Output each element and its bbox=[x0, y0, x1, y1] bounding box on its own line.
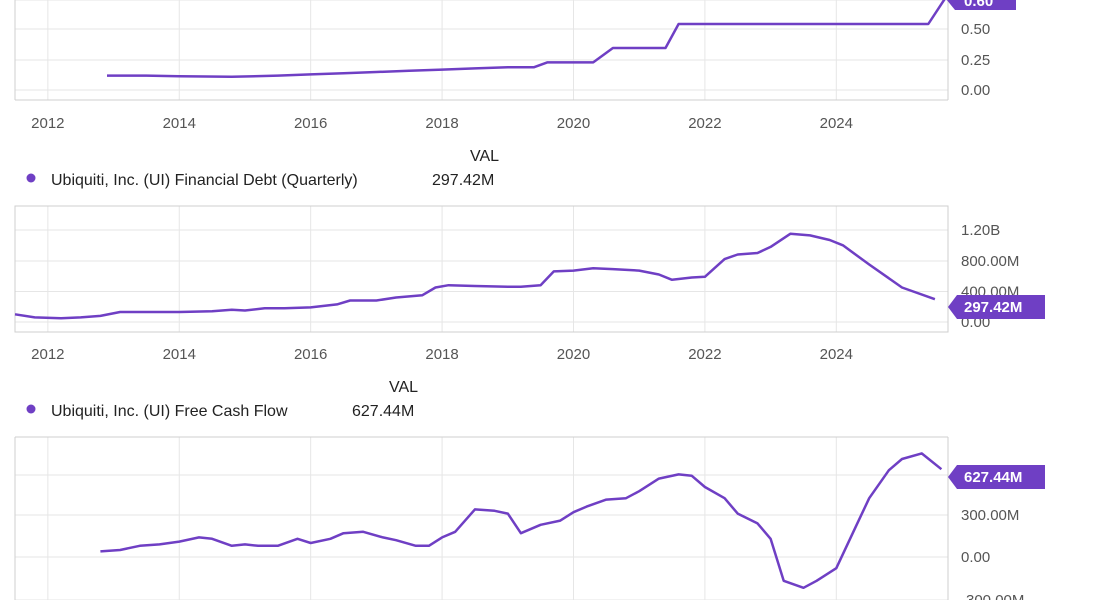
financial-debt-val-header: VAL bbox=[470, 148, 499, 165]
free-cash-flow-legend-value: 627.44M bbox=[352, 403, 414, 420]
financial-debt-chart-frame bbox=[14, 205, 949, 333]
financial-debt-last-value-badge: 297.42M bbox=[948, 295, 1045, 319]
free-cash-flow-chart-y-tick-label: 0.00 bbox=[961, 549, 990, 566]
financial-debt-chart-x-tick-label: 2018 bbox=[425, 346, 458, 363]
financial-debt-chart-x-tick-label: 2012 bbox=[31, 346, 64, 363]
dividend-last-value-label: 0.60 bbox=[964, 0, 993, 10]
free-cash-flow-legend: VAL Ubiquiti, Inc. (UI) Free Cash Flow 6… bbox=[26, 379, 418, 420]
dividend-chart-x-tick-label: 2016 bbox=[294, 115, 327, 132]
financial-debt-legend-marker bbox=[26, 173, 36, 183]
financial-debt-legend: VAL Ubiquiti, Inc. (UI) Financial Debt (… bbox=[26, 148, 499, 189]
free-cash-flow-val-header: VAL bbox=[389, 379, 418, 396]
dividend-last-value-badge: 0.60 bbox=[946, 0, 1016, 10]
financial-debt-chart-x-tick-label: 2016 bbox=[294, 346, 327, 363]
free-cash-flow-chart-y-tick-label: -300.00M bbox=[961, 592, 1024, 600]
free-cash-flow-last-value-badge: 627.44M bbox=[948, 465, 1045, 489]
dividend-chart-y-tick-label: 0.50 bbox=[961, 21, 990, 38]
free-cash-flow-chart-y-tick-label: 300.00M bbox=[961, 507, 1019, 524]
dividend-series-line bbox=[107, 0, 946, 79]
dividend-chart-y-tick-label: 0.00 bbox=[961, 82, 990, 99]
dividend-chart-panel: 0.00 0.25 0.50 2012 2014 2016 2018 2020 2022 202… bbox=[14, 0, 1016, 132]
dividend-chart-y-tick-label: 0.25 bbox=[961, 52, 990, 69]
dividend-chart-x-tick-label: 2024 bbox=[820, 115, 853, 132]
dividend-chart-x-tick-label: 2022 bbox=[688, 115, 721, 132]
free-cash-flow-last-value-label: 627.44M bbox=[964, 469, 1022, 486]
financial-debt-chart-x-tick-label: 2020 bbox=[557, 346, 590, 363]
dividend-chart-x-tick-label: 2018 bbox=[425, 115, 458, 132]
financial-debt-chart-x-tick-label: 2024 bbox=[820, 346, 853, 363]
free-cash-flow-chart-panel: -300.00M 0.00 300.00M 627.44M bbox=[14, 436, 1045, 600]
dividend-chart-x-tick-label: 2020 bbox=[557, 115, 590, 132]
financial-debt-chart-x-tick-label: 2014 bbox=[163, 346, 196, 363]
dividend-chart-x-tick-label: 2014 bbox=[163, 115, 196, 132]
financial-debt-last-value-label: 297.42M bbox=[964, 299, 1022, 316]
financial-debt-legend-value: 297.42M bbox=[432, 172, 494, 189]
free-cash-flow-series-line bbox=[100, 452, 943, 590]
financial-debt-chart-y-tick-label: 1.20B bbox=[961, 222, 1000, 239]
financial-debt-chart-x-tick-label: 2022 bbox=[688, 346, 721, 363]
financial-debt-series-line bbox=[14, 232, 936, 320]
dividend-chart-x-tick-label: 2012 bbox=[31, 115, 64, 132]
free-cash-flow-legend-label: Ubiquiti, Inc. (UI) Free Cash Flow bbox=[51, 403, 288, 420]
financial-debt-chart-y-tick-label: 800.00M bbox=[961, 253, 1019, 270]
free-cash-flow-legend-marker bbox=[26, 404, 36, 414]
financial-debt-legend-label: Ubiquiti, Inc. (UI) Financial Debt (Quar… bbox=[51, 172, 358, 189]
